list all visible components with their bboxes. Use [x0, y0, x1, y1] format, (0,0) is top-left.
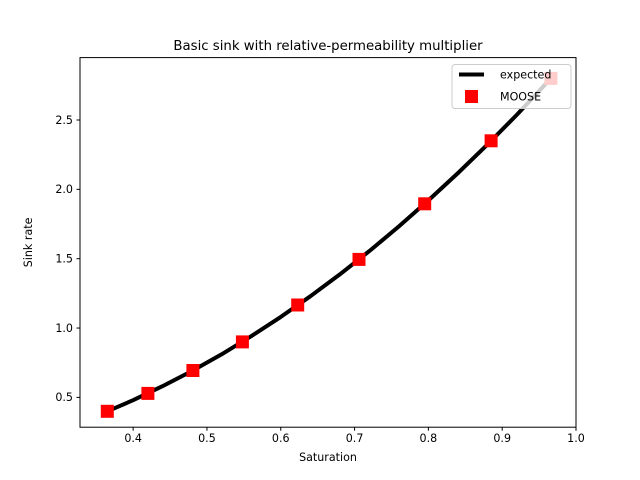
legend: expected MOOSE — [451, 64, 572, 109]
x-tick-label: 0.4 — [124, 432, 142, 445]
chart-title: Basic sink with relative-permeability mu… — [173, 39, 483, 54]
plot-frame — [79, 57, 577, 428]
expected-line — [105, 76, 553, 414]
moose-marker — [141, 386, 155, 400]
moose-marker — [100, 404, 114, 418]
x-tick-label: 1.0 — [567, 432, 585, 445]
x-axis-ticks: 0.4 0.5 0.6 0.7 0.8 0.9 1.0 — [124, 427, 585, 445]
legend-label-MOOSE: MOOSE — [500, 91, 541, 104]
y-tick-label: 2.5 — [55, 114, 73, 127]
y-axis-label: Sink rate — [22, 217, 35, 267]
moose-marker — [186, 364, 200, 377]
x-tick-label: 0.9 — [493, 432, 511, 445]
y-tick-label: 1.0 — [55, 322, 73, 335]
x-axis-label: Saturation — [299, 451, 357, 464]
y-tick-label: 2.0 — [55, 183, 73, 196]
x-tick-label: 0.8 — [420, 432, 438, 445]
moose-marker — [484, 134, 498, 148]
x-tick-label: 0.6 — [272, 432, 290, 445]
moose-marker — [291, 298, 305, 312]
legend-handle-MOOSE-icon — [465, 90, 478, 103]
x-tick-label: 0.7 — [346, 432, 364, 445]
y-tick-label: 0.5 — [55, 391, 73, 404]
y-axis-ticks: 0.5 1.0 1.5 2.0 2.5 — [55, 114, 80, 404]
moose-marker — [418, 197, 432, 211]
plot-series — [100, 71, 558, 418]
legend-label-expected: expected — [500, 69, 551, 82]
moose-marker — [235, 335, 249, 349]
y-tick-label: 1.5 — [55, 252, 73, 265]
moose-marker — [352, 252, 366, 266]
x-tick-label: 0.5 — [198, 432, 216, 445]
